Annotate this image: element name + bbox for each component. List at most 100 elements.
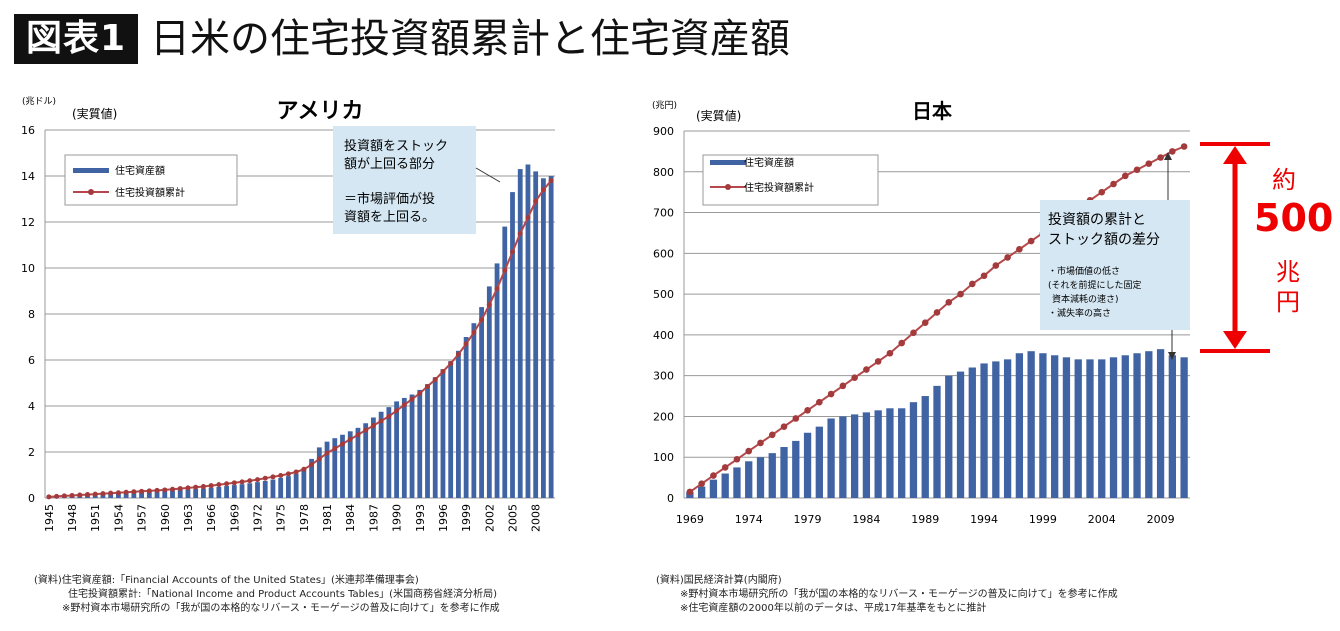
line-point — [1004, 254, 1011, 261]
us-unit-label: (兆ドル) — [22, 96, 56, 107]
y-tick-label: 12 — [21, 216, 35, 229]
line-point — [216, 482, 222, 488]
bar — [262, 480, 268, 498]
x-tick-label: 1989 — [911, 513, 939, 526]
bar — [1180, 357, 1188, 498]
x-tick-label: 1972 — [252, 504, 265, 532]
bar — [721, 473, 729, 498]
bar — [432, 377, 438, 498]
bar — [525, 164, 531, 498]
bar — [417, 389, 423, 498]
line-point — [378, 418, 384, 424]
bar — [479, 307, 484, 498]
bar — [123, 492, 129, 498]
us-callout-line-2: 額が上回る部分 — [344, 157, 435, 172]
us-source-1: (資料)住宅資産額:「Financial Accounts of the Uni… — [34, 575, 419, 586]
x-tick-label: 1960 — [159, 504, 172, 532]
bar — [698, 486, 706, 498]
line-point — [517, 231, 523, 236]
bar — [1086, 359, 1094, 498]
bar — [146, 491, 152, 498]
bar — [154, 491, 160, 498]
line-point — [768, 431, 776, 439]
bar — [1098, 359, 1106, 498]
y-tick-label: 300 — [653, 370, 674, 383]
jp-callout-line-2: ストック額の差分 — [1048, 232, 1160, 248]
line-point — [921, 319, 929, 326]
jp-source-3: ※住宅資産額の2000年以前のデータは、平成17年基準をもとに推計 — [680, 603, 987, 614]
bar — [839, 416, 847, 498]
bar — [162, 490, 168, 498]
bar — [463, 337, 469, 498]
jp-legend-bar-label: 住宅資産額 — [744, 156, 794, 169]
line-point — [208, 483, 214, 489]
line-point — [139, 488, 145, 494]
line-point — [710, 472, 717, 479]
line-point — [247, 478, 253, 484]
line-point — [471, 329, 477, 335]
x-tick-label: 1979 — [794, 513, 822, 526]
line-point — [479, 317, 485, 323]
line-point — [969, 280, 976, 288]
y-tick-label: 2 — [28, 446, 35, 459]
us-real-label: (実質値) — [72, 106, 117, 121]
bar — [139, 492, 144, 498]
y-tick-label: 200 — [653, 410, 674, 423]
x-tick-label: 2009 — [1147, 513, 1175, 526]
line-point — [494, 286, 500, 292]
diff-unit-1: 兆 — [1276, 258, 1300, 286]
line-point — [1121, 172, 1129, 180]
line-point — [448, 360, 454, 366]
line-point — [992, 262, 1000, 269]
line-point — [278, 472, 284, 478]
diff-bracket — [1200, 142, 1270, 353]
bar — [363, 423, 369, 498]
line-point — [757, 439, 764, 447]
jp-callout-line-5: 資本減耗の速さ) — [1052, 293, 1119, 305]
bar — [316, 447, 322, 498]
line-point — [733, 455, 741, 463]
bar — [386, 407, 392, 498]
bar — [980, 363, 988, 498]
x-tick-label: 1969 — [676, 513, 704, 526]
bar — [541, 178, 546, 499]
jp-callout-line-6: ・滅失率の高さ — [1048, 307, 1111, 319]
us-legend-line-marker — [88, 189, 94, 195]
header: 図表1 日米の住宅投資額累計と住宅資産額 — [0, 0, 1340, 80]
x-tick-label: 1984 — [344, 504, 357, 532]
bar — [185, 489, 191, 498]
jp-callout-line-3: ・市場価値の低さ — [1048, 265, 1120, 277]
line-point — [533, 198, 539, 204]
us-legend-bar-label: 住宅資産額 — [115, 164, 165, 177]
us-legend-line-label: 住宅投資額累計 — [115, 186, 185, 199]
x-tick-label: 1954 — [112, 504, 125, 532]
jp-chart-title: 日本 — [912, 99, 952, 123]
line-point — [293, 469, 299, 475]
bar — [1051, 355, 1059, 498]
line-point — [92, 491, 98, 497]
jp-callout-line-4: (それを前提にした固定 — [1048, 279, 1142, 291]
line-point — [827, 390, 835, 398]
x-tick-label: 1993 — [414, 504, 427, 532]
bar — [224, 486, 229, 498]
jp-callout-line-1: 投資額の累計と — [1048, 212, 1146, 228]
bar — [803, 432, 812, 498]
jp-legend: 住宅資産額 住宅投資額累計 — [702, 154, 879, 206]
bar — [448, 361, 454, 498]
bar — [933, 385, 941, 498]
bar — [355, 427, 361, 498]
line-point — [131, 489, 137, 495]
bar — [286, 476, 291, 498]
bar — [231, 485, 237, 498]
line-point — [804, 407, 811, 414]
bar — [898, 408, 906, 498]
line-point — [721, 464, 729, 471]
line-point — [154, 487, 160, 493]
line-point — [123, 489, 129, 495]
line-point — [839, 382, 847, 390]
line-point — [355, 432, 361, 438]
y-tick-label: 700 — [653, 207, 674, 220]
line-point — [1157, 154, 1164, 161]
us-legend: 住宅資産額 住宅投資額累計 — [64, 154, 238, 206]
bar — [425, 384, 430, 498]
